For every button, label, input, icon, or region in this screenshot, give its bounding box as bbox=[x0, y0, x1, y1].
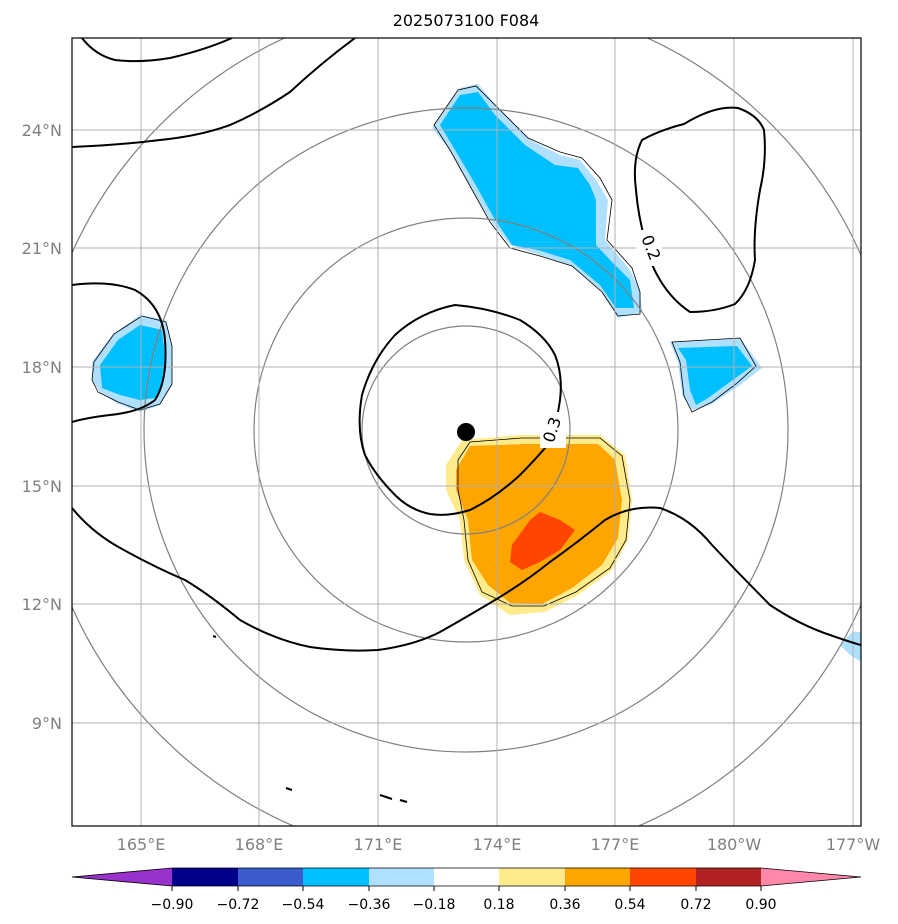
range-ring-2 bbox=[253, 217, 679, 643]
map-title: 2025073100 F084 bbox=[393, 11, 540, 30]
coastline-fragment-1 bbox=[285, 787, 293, 791]
contour-label-03-group: 0.3 bbox=[539, 412, 566, 448]
lon-tick-label: 180°W bbox=[707, 835, 762, 854]
contour-label-03-bg bbox=[540, 412, 566, 448]
colorbar-tick-label: 0.90 bbox=[745, 897, 776, 913]
colorbar-segment bbox=[499, 868, 565, 886]
colorbar-segment bbox=[303, 868, 369, 886]
shading-outlines bbox=[91, 85, 757, 607]
lat-tick-label: 21°N bbox=[22, 239, 62, 258]
range-ring-1 bbox=[361, 325, 571, 535]
plot-frame bbox=[71, 37, 862, 827]
outline-north bbox=[433, 85, 641, 317]
colorbar-segment bbox=[172, 868, 238, 886]
colorbar-segment bbox=[565, 868, 630, 886]
range-rings bbox=[72, 38, 861, 826]
lon-tick-label: 177°E bbox=[591, 835, 640, 854]
outline-east bbox=[671, 337, 757, 413]
lat-tick-label: 9°N bbox=[32, 714, 62, 733]
outline-west bbox=[91, 315, 173, 411]
lon-tick-label: 165°E bbox=[117, 835, 166, 854]
lon-tick-label: 177°W bbox=[826, 835, 881, 854]
colorbar-extend-high bbox=[761, 868, 861, 886]
colorbar: −0.90 −0.72 −0.54 −0.36 −0.18 0.18 0.36 … bbox=[71, 867, 862, 913]
positive-anomaly-regions bbox=[446, 435, 632, 615]
colorbar-tick-label: −0.90 bbox=[151, 897, 194, 913]
contour-top-left bbox=[81, 38, 233, 63]
contour-west-loop bbox=[72, 282, 167, 423]
contour-label-02-group: 0.2 bbox=[636, 230, 665, 266]
latitude-tick-labels: 24°N 21°N 18°N 15°N 12°N 9°N bbox=[22, 121, 62, 733]
lat-tick-label: 18°N bbox=[22, 358, 62, 377]
contour-lines bbox=[72, 38, 861, 652]
lon-tick-label: 171°E bbox=[354, 835, 403, 854]
contour-south-long bbox=[72, 506, 861, 652]
colorbar-tick-label: 0.18 bbox=[483, 897, 514, 913]
contour-label-02-bg bbox=[636, 230, 662, 266]
colorbar-tick-label: −0.18 bbox=[413, 897, 456, 913]
coastline-fragment-2 bbox=[379, 794, 393, 800]
colorbar-segment bbox=[369, 868, 434, 886]
gridlines bbox=[72, 38, 861, 826]
colorbar-segment bbox=[696, 868, 761, 886]
colorbar-tick-label: −0.36 bbox=[348, 897, 391, 913]
lat-tick-label: 12°N bbox=[22, 595, 62, 614]
coastline-fragment-3 bbox=[399, 799, 408, 803]
positive-region-strong bbox=[510, 512, 575, 570]
negative-region-west-mid bbox=[100, 325, 165, 400]
colorbar-extend-low bbox=[72, 868, 172, 886]
contour-center-loop bbox=[358, 303, 562, 516]
colorbar-segment bbox=[630, 868, 696, 886]
negative-region-far-east-light bbox=[840, 632, 861, 662]
contour-east-loop bbox=[633, 106, 766, 314]
lat-tick-label: 15°N bbox=[22, 477, 62, 496]
colorbar-segment bbox=[238, 868, 303, 886]
colorbar-tick-label: 0.36 bbox=[549, 897, 580, 913]
negative-anomaly-regions bbox=[92, 84, 861, 662]
lon-tick-label: 168°E bbox=[235, 835, 284, 854]
colorbar-tick-label: 0.54 bbox=[614, 897, 645, 913]
negative-region-north-mid bbox=[440, 92, 634, 308]
contour-north-arc bbox=[72, 38, 356, 148]
colorbar-tick-label: −0.54 bbox=[282, 897, 325, 913]
colorbar-tick-label: −0.72 bbox=[217, 897, 260, 913]
lon-tick-label: 174°E bbox=[473, 835, 522, 854]
coastline-fragment-4 bbox=[212, 635, 217, 638]
plot-area: 0.2 0.3 bbox=[72, 38, 861, 826]
range-ring-3 bbox=[143, 107, 789, 753]
colorbar-segment bbox=[434, 868, 499, 886]
longitude-tick-labels: 165°E 168°E 171°E 174°E 177°E 180°W 177°… bbox=[117, 835, 881, 854]
lat-tick-label: 24°N bbox=[22, 121, 62, 140]
coastlines bbox=[212, 635, 408, 803]
colorbar-tick-label: 0.72 bbox=[680, 897, 711, 913]
storm-center-marker bbox=[457, 423, 475, 441]
colorbar-ticks bbox=[171, 886, 762, 891]
